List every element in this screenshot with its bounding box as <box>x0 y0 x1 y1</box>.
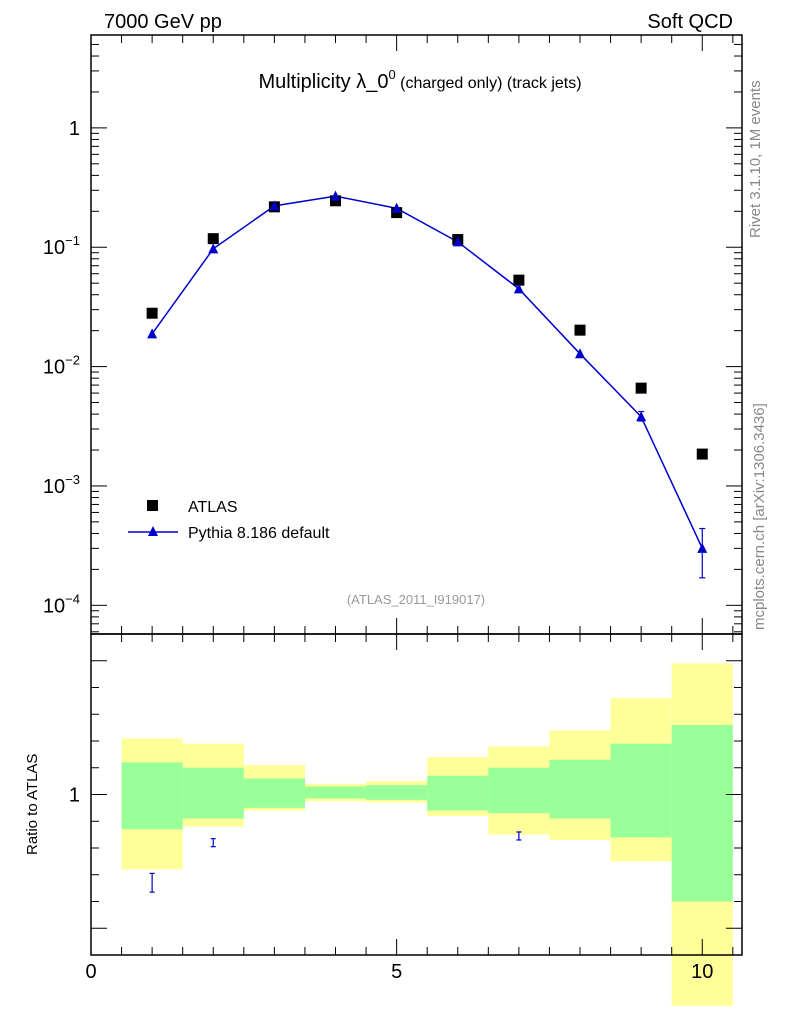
main-panel: 110−110−210−310−4 <box>43 34 743 635</box>
x-tick-label: 10 <box>691 961 713 983</box>
main-y-tick-exponent: −3 <box>65 472 80 487</box>
ratio-band-inner <box>121 762 183 830</box>
pythia-data-point <box>452 236 463 247</box>
main-y-tick-label: 10−1 <box>43 233 80 259</box>
main-panel-frame <box>90 34 743 635</box>
pythia-data-point <box>636 411 647 422</box>
chart-title-superscript: 0 <box>388 67 395 82</box>
mcplots-site-label: mcplots.cern.ch [arXiv:1306.3436] <box>751 403 768 630</box>
ratio-band-inner <box>182 767 244 819</box>
pythia-data-point <box>330 190 341 201</box>
pythia-series-line <box>151 195 703 549</box>
analysis-tag: (ATLAS_2011_I919017) <box>347 592 485 607</box>
ratio-y-tick-label: 1 <box>69 785 80 807</box>
atlas-data-point <box>635 382 647 394</box>
legend-pythia-marker <box>148 526 158 536</box>
chart-title: Multiplicity λ_00 (charged only) (track … <box>258 67 581 93</box>
main-y-tick-label: 1 <box>69 118 80 140</box>
atlas-data-point <box>330 195 342 207</box>
pythia-data-point <box>575 348 586 359</box>
main-y-tick-label: 10−2 <box>43 353 80 379</box>
ratio-band-inner <box>427 775 489 811</box>
atlas-data-point <box>513 274 525 286</box>
ratio-band-inner <box>549 759 611 819</box>
main-y-tick-label: 10−4 <box>43 591 80 617</box>
main-y-tick-base: 1 <box>69 118 80 140</box>
main-y-tick-base: 10 <box>43 476 65 498</box>
ratio-band-inner <box>304 786 367 799</box>
header-left-label: 7000 GeV pp <box>104 11 222 33</box>
pythia-data-point <box>208 243 219 254</box>
ratio-band-inner <box>488 767 550 814</box>
legend-atlas-marker <box>147 500 158 511</box>
chart-title-suffix: (charged only) (track jets) <box>396 75 582 92</box>
pythia-data-point <box>147 328 158 339</box>
legend-atlas-label: ATLAS <box>188 499 238 516</box>
ratio-band-inner <box>610 743 672 838</box>
pythia-data-point <box>697 542 708 553</box>
atlas-data-point <box>146 307 158 319</box>
x-tick-label: 0 <box>85 961 96 983</box>
chart-title-main: Multiplicity λ_0 <box>258 71 388 93</box>
main-y-tick-exponent: −2 <box>65 353 80 368</box>
x-tick-label: 5 <box>391 961 402 983</box>
ratio-panel: 0 5 10 1 <box>69 633 743 1006</box>
main-y-tick-base: 10 <box>43 357 65 379</box>
main-y-tick-label: 10−3 <box>43 472 80 498</box>
ratio-band-inner <box>243 778 305 808</box>
main-y-tick-base: 10 <box>43 237 65 259</box>
pythia-data-point <box>391 202 402 213</box>
ratio-band-inner <box>366 785 428 800</box>
header-right-label: Soft QCD <box>647 11 733 33</box>
legend-pythia-label: Pythia 8.186 default <box>188 525 330 542</box>
main-y-tick-exponent: −4 <box>65 591 80 606</box>
main-y-tick-exponent: −1 <box>65 233 80 248</box>
atlas-data-point <box>696 448 708 460</box>
legend: ATLAS Pythia 8.186 default <box>128 499 330 542</box>
ratio-ylabel: Ratio to ATLAS <box>24 754 41 855</box>
pythia-data-point <box>513 283 524 294</box>
ratio-band-inner <box>671 724 733 902</box>
atlas-data-point <box>574 324 586 336</box>
atlas-data-point <box>207 233 219 245</box>
main-y-tick-base: 10 <box>43 595 65 617</box>
rivet-version-label: Rivet 3.1.10, 1M events <box>747 80 764 238</box>
pythia-data-point <box>269 200 280 211</box>
